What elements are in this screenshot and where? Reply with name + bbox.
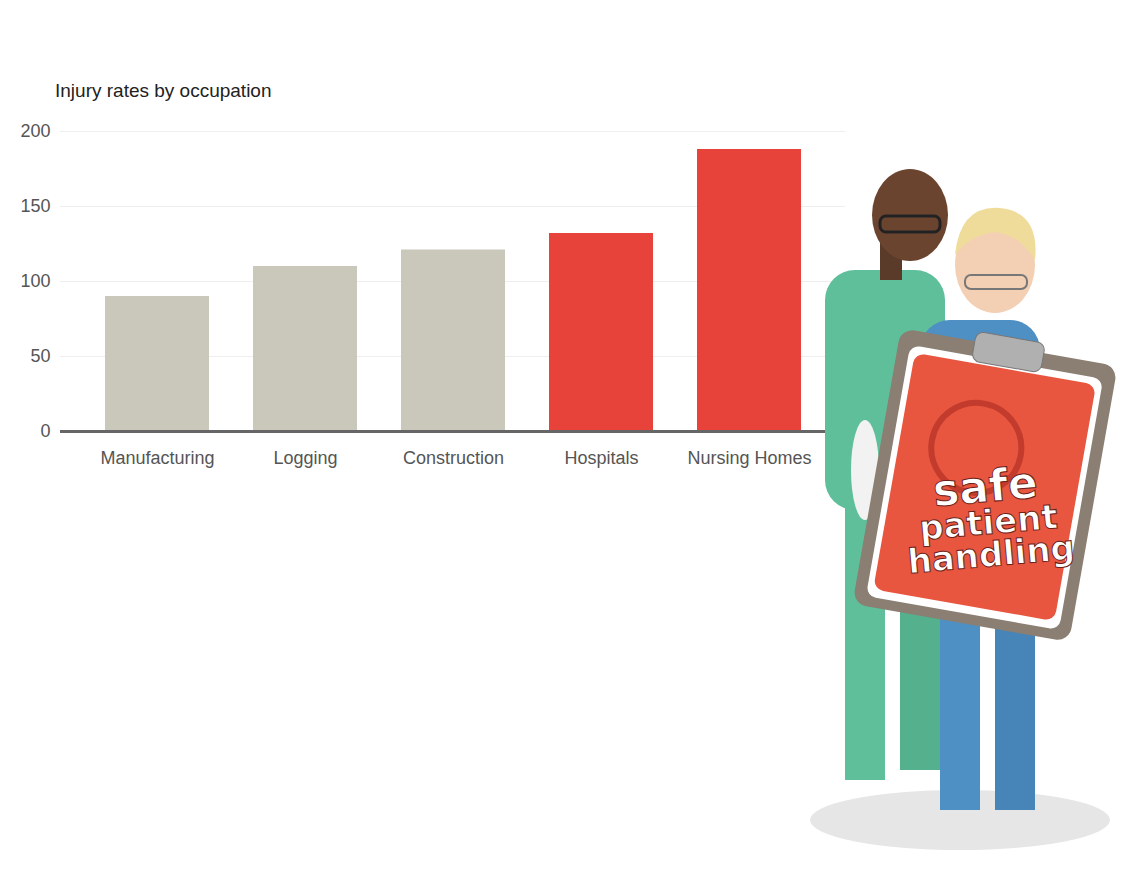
svg-text:Manufacturing: Manufacturing — [100, 448, 214, 468]
svg-text:Hospitals: Hospitals — [564, 448, 638, 468]
svg-text:patient: patient — [917, 496, 1059, 548]
svg-text:Logging: Logging — [273, 448, 337, 468]
svg-text:Construction: Construction — [403, 448, 504, 468]
html-text:Injury rates by occupation: Injury rates by occupation — [55, 80, 272, 101]
svg-text:50: 50 — [30, 346, 50, 366]
svg-text:100: 100 — [20, 271, 50, 291]
svg-text:safe: safe — [931, 456, 1040, 516]
svg-text:Nursing Homes: Nursing Homes — [687, 448, 811, 468]
svg-text:150: 150 — [20, 196, 50, 216]
svg-text:0: 0 — [40, 421, 50, 441]
svg-text:200: 200 — [20, 121, 50, 141]
svg-text:handling: handling — [906, 527, 1076, 581]
